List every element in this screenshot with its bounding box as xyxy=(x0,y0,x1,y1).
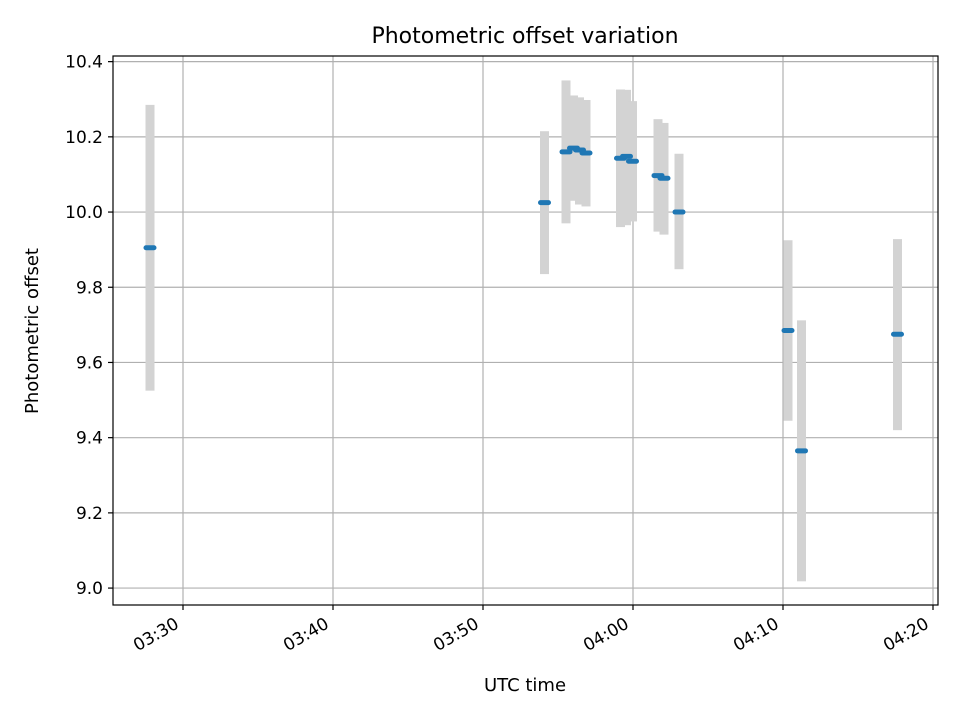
y-tick-label: 9.6 xyxy=(76,353,103,373)
y-tick-label: 10.2 xyxy=(65,128,103,148)
y-tick-label: 9.2 xyxy=(76,504,103,524)
chart-title: Photometric offset variation xyxy=(371,24,678,49)
y-axis-label: Photometric offset xyxy=(22,248,43,414)
y-tick-label: 10.4 xyxy=(65,53,103,73)
y-tick-label: 9.0 xyxy=(76,579,103,599)
y-tick-label: 9.4 xyxy=(76,429,103,449)
x-axis-label: UTC time xyxy=(484,675,566,696)
y-tick-label: 9.8 xyxy=(76,278,103,298)
y-tick-label: 10.0 xyxy=(65,203,103,223)
marker-layer xyxy=(143,145,904,454)
axes-frame xyxy=(112,55,939,606)
